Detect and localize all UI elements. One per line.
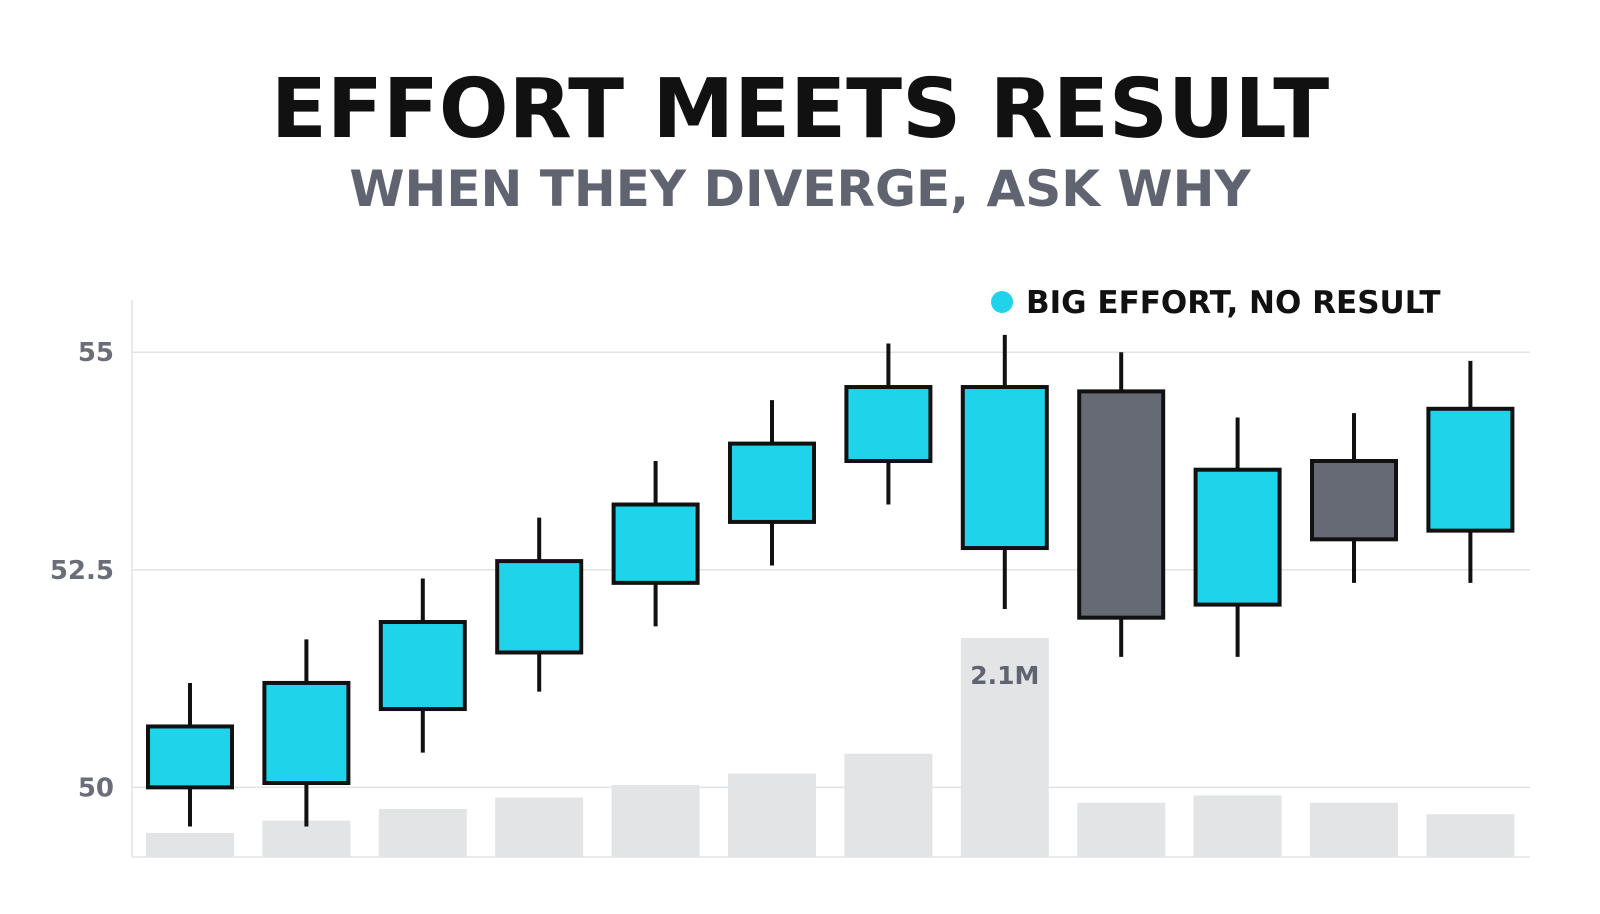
volume-bar xyxy=(728,773,816,857)
legend-label: BIG EFFORT, NO RESULT xyxy=(1026,285,1440,321)
candle-body xyxy=(262,680,351,786)
candle xyxy=(844,343,933,505)
candle-body xyxy=(1077,389,1166,620)
candle-body xyxy=(844,385,933,464)
candle xyxy=(378,578,467,753)
volume-layer: 2.1M xyxy=(146,638,1515,857)
volume-bar xyxy=(262,820,351,857)
volume-bar xyxy=(844,753,933,857)
volume-annotation: 2.1M xyxy=(970,661,1039,690)
volume-bar xyxy=(1426,814,1515,857)
candle-body xyxy=(495,559,584,655)
volume-bar xyxy=(1310,802,1398,857)
y-tick-label: 52.5 xyxy=(50,556,114,586)
candle-layer xyxy=(146,334,1515,827)
axis-layer: 50 52.5 55 xyxy=(50,300,1530,858)
candle-body xyxy=(146,724,234,790)
candle xyxy=(611,461,700,627)
volume-bar xyxy=(960,638,1049,857)
volume-bar xyxy=(611,785,700,857)
y-tick-label: 50 xyxy=(78,773,114,803)
candle xyxy=(728,400,816,566)
candle xyxy=(262,639,351,827)
candle-body xyxy=(1310,459,1398,542)
candle xyxy=(495,517,584,692)
legend: BIG EFFORT, NO RESULT xyxy=(991,285,1440,321)
candle-body xyxy=(728,441,816,524)
grid-layer xyxy=(132,351,1530,789)
volume-bar xyxy=(378,809,467,857)
candle-body xyxy=(378,620,467,712)
candle xyxy=(1193,417,1282,657)
volume-bar xyxy=(1193,795,1282,857)
y-tick-label: 55 xyxy=(78,338,114,368)
candle xyxy=(1310,413,1398,583)
candle-body xyxy=(960,385,1049,551)
candle-body xyxy=(1426,406,1515,533)
volume-bar xyxy=(146,833,234,857)
volume-bar xyxy=(1077,802,1166,857)
chart-subtitle: WHEN THEY DIVERGE, ASK WHY xyxy=(349,160,1251,218)
volume-bar xyxy=(495,797,584,857)
candle-body xyxy=(611,502,700,585)
legend-marker xyxy=(991,291,1013,313)
candle xyxy=(1426,360,1515,583)
candle-body xyxy=(1193,467,1282,607)
candle xyxy=(146,682,234,827)
candle xyxy=(960,334,1049,609)
chart-title: EFFORT MEETS RESULT xyxy=(270,62,1330,157)
candle xyxy=(1077,352,1166,657)
